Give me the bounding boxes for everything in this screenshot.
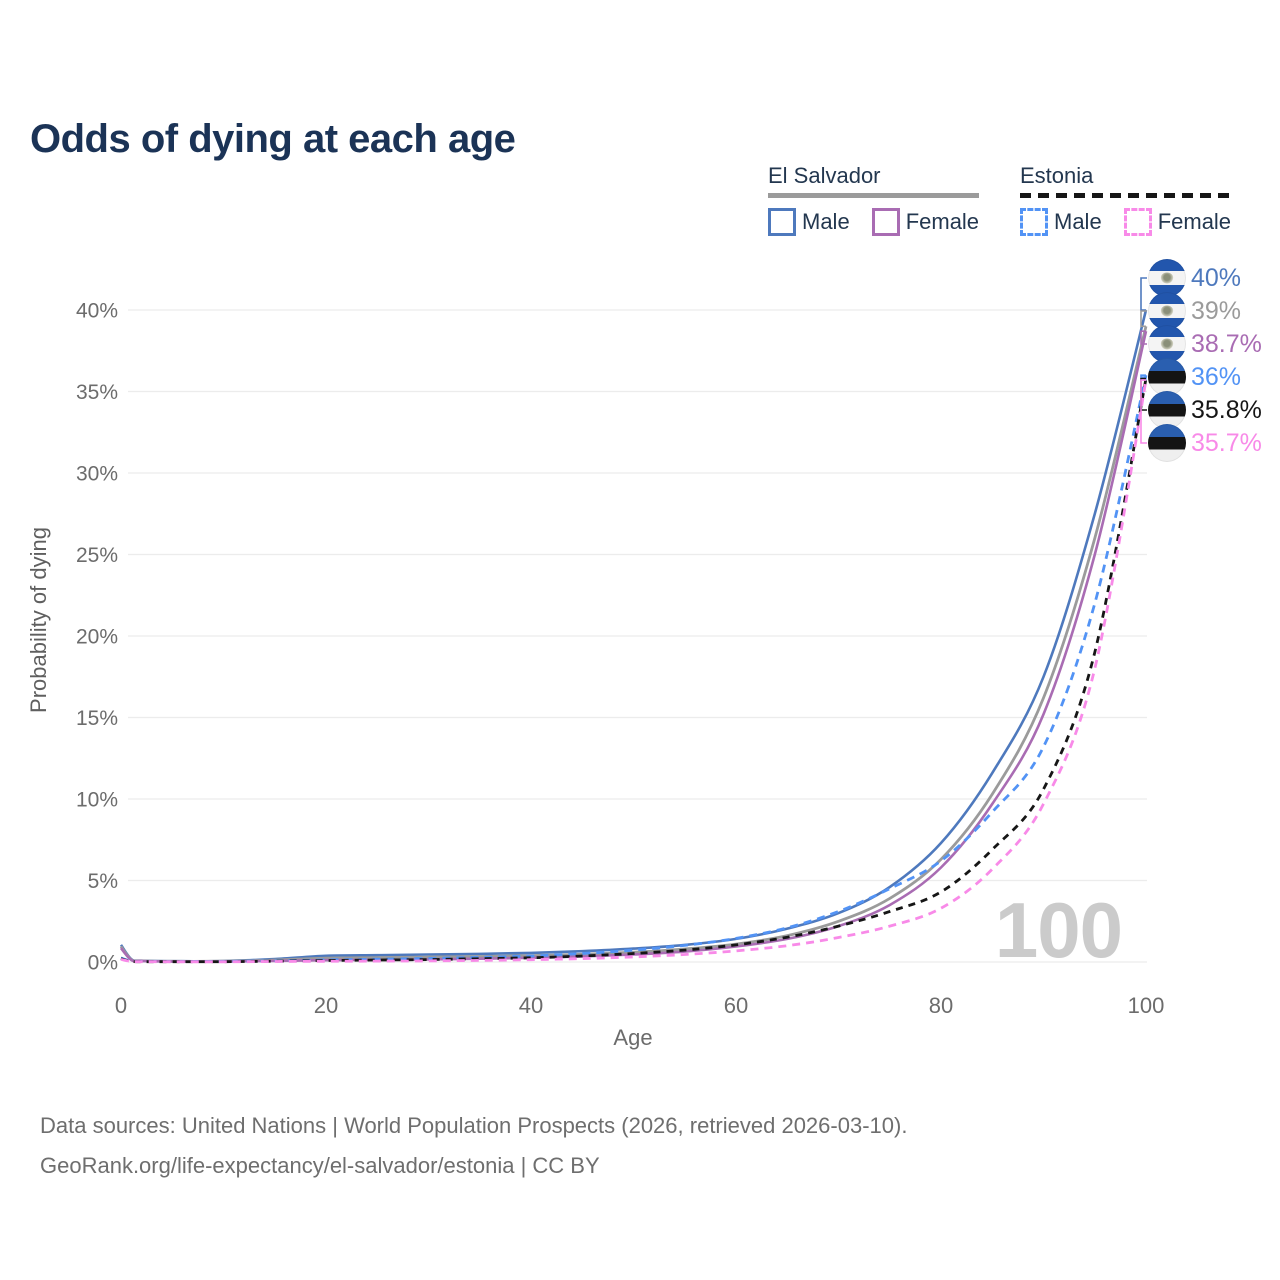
series-line-estonia-female	[120, 379, 1148, 964]
legend-item-el-salvador-female[interactable]: Female	[871, 207, 980, 236]
y-tick-label: 0%	[88, 952, 118, 975]
endpoint-value: 38.7%	[1191, 330, 1262, 358]
x-tick-label: 80	[929, 993, 953, 1018]
el-salvador-flag-icon	[1148, 292, 1186, 330]
watermark-label: 100	[995, 886, 1122, 974]
y-axis-title: Probability of dying	[26, 527, 51, 713]
legend-country-el-salvador: El Salvador	[768, 163, 881, 188]
x-tick-label: 20	[314, 993, 338, 1018]
x-tick-label: 40	[519, 993, 543, 1018]
endpoint-connector-estonia-female	[1140, 379, 1147, 444]
y-tick-label: 5%	[88, 870, 118, 893]
legend-item-label: Male	[802, 208, 850, 234]
y-tick-label: 20%	[76, 626, 118, 649]
y-tick-label: 25%	[76, 544, 118, 567]
legend-group-el-salvador: El Salvador Male Female	[768, 163, 980, 236]
series-line-el-salvador-total	[119, 325, 1148, 963]
estonia-flag-icon	[1148, 424, 1186, 462]
endpoint-label-el-salvador-female: 38.7%	[1148, 325, 1262, 363]
endpoint-value: 36%	[1191, 363, 1242, 391]
endpoint-label-estonia-female: 35.7%	[1148, 424, 1262, 462]
y-tick-label: 15%	[76, 707, 118, 730]
x-tick-label: 60	[724, 993, 748, 1018]
legend-linestyle-el-salvador	[768, 193, 980, 198]
endpoint-value: 40%	[1191, 264, 1242, 292]
series-line-estonia-total	[120, 378, 1148, 964]
legend-item-label: Female	[905, 208, 980, 234]
legend-country-estonia: Estonia	[1020, 163, 1094, 188]
legend-linestyle-estonia	[1020, 193, 1232, 198]
endpoint-label-estonia-male: 36%	[1148, 358, 1241, 396]
legend-group-estonia: Estonia Male Female	[1020, 163, 1232, 236]
endpoint-label-estonia-total: 35.8%	[1148, 391, 1262, 429]
endpoint-label-el-salvador-total: 39%	[1148, 292, 1241, 330]
footer: Data sources: United Nations | World Pop…	[40, 1106, 907, 1186]
endpoint-value: 39%	[1191, 297, 1242, 325]
page-title: Odds of dying at each age	[30, 116, 516, 161]
x-axis-title: Age	[613, 1025, 652, 1050]
endpoint-connector-estonia-male	[1140, 374, 1147, 378]
estonia-male-swatch-icon	[1020, 207, 1048, 236]
x-tick-label: 0	[115, 993, 127, 1018]
endpoint-value: 35.8%	[1191, 396, 1262, 424]
endpoint-connector-el-salvador-female	[1140, 330, 1147, 345]
series-line-el-salvador-female	[119, 330, 1148, 963]
legend-item-label: Female	[1157, 208, 1232, 234]
series-line-estonia-male	[120, 374, 1148, 963]
el-salvador-flag-icon	[1148, 259, 1186, 297]
legend-item-estonia-male[interactable]: Male	[1020, 207, 1102, 236]
y-tick-label: 35%	[76, 381, 118, 404]
y-tick-label: 30%	[76, 463, 118, 486]
y-tick-label: 40%	[76, 300, 118, 323]
data-sources-text: Data sources: United Nations | World Pop…	[40, 1113, 908, 1138]
legend-item-el-salvador-male[interactable]: Male	[768, 207, 850, 236]
el-salvador-male-swatch-icon	[768, 207, 796, 236]
legend-item-estonia-female[interactable]: Female	[1123, 207, 1232, 236]
estonia-female-swatch-icon	[1123, 207, 1152, 236]
el-salvador-female-swatch-icon	[871, 207, 900, 236]
endpoint-connector-el-salvador-total	[1140, 310, 1147, 328]
x-tick-label: 100	[1128, 993, 1165, 1018]
estonia-flag-icon	[1148, 391, 1186, 429]
endpoint-label-el-salvador-male: 40%	[1148, 259, 1241, 297]
estonia-flag-icon	[1148, 358, 1186, 396]
y-tick-label: 10%	[76, 789, 118, 812]
attribution-text: GeoRank.org/life-expectancy/el-salvador/…	[40, 1153, 600, 1178]
el-salvador-flag-icon	[1148, 325, 1186, 363]
legend-item-label: Male	[1054, 208, 1102, 234]
endpoint-value: 35.7%	[1191, 429, 1262, 457]
endpoint-connector-el-salvador-male	[1140, 277, 1147, 311]
